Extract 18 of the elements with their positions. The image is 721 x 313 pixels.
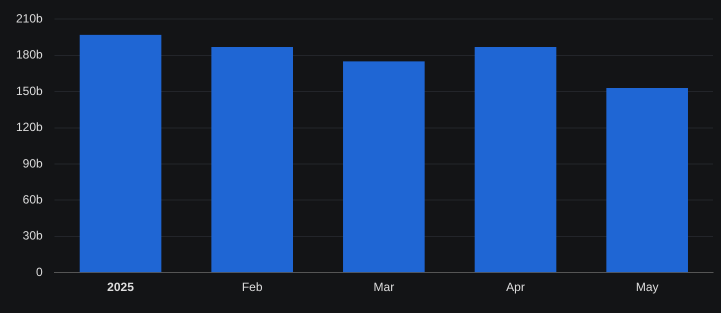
y-tick-label: 60b	[22, 192, 44, 207]
y-tick-label: 0	[36, 264, 44, 279]
y-tick-label: 180b	[16, 48, 44, 62]
x-tick-label: Apr	[506, 280, 525, 294]
y-tick-label: 150b	[16, 84, 44, 98]
bar	[474, 46, 556, 272]
x-tick-label: 2025	[107, 280, 134, 294]
bar	[211, 46, 293, 272]
x-tick-label: Mar	[374, 280, 394, 294]
y-tick-label: 210b	[16, 12, 44, 26]
x-tick-label: May	[636, 280, 659, 294]
y-tick-label: 90b	[22, 156, 44, 170]
y-tick-label: 30b	[22, 228, 44, 243]
y-tick-label: 120b	[16, 120, 44, 134]
bar	[343, 61, 425, 272]
x-tick-label: Feb	[242, 280, 263, 294]
bar	[606, 88, 688, 272]
bar	[80, 34, 162, 272]
